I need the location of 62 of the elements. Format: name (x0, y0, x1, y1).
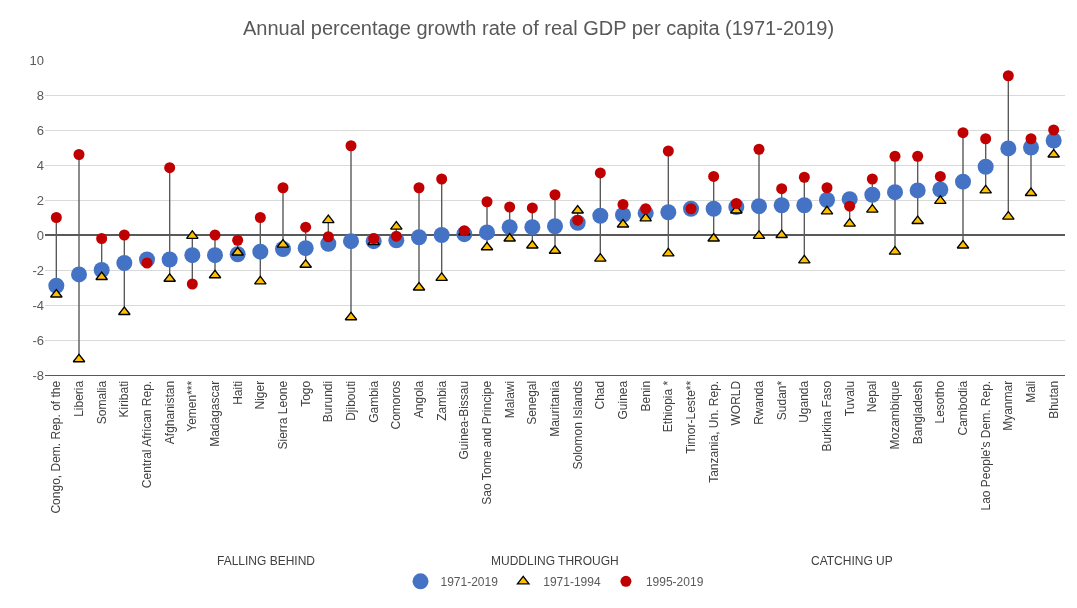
x-tick-label: Benin (638, 380, 653, 412)
x-tick-label: Comoros (389, 380, 404, 430)
x-tick-label: Togo (298, 380, 313, 407)
x-tick-label: Bangladesh (910, 380, 925, 445)
x-tick-label: Liberia (71, 380, 86, 417)
x-tick-label: WORLD (729, 380, 744, 426)
x-tick-label: Bhutan (1046, 380, 1061, 419)
legend-label: 1971-1994 (543, 575, 601, 590)
x-tick-label: Madagascar (207, 380, 222, 447)
legend-label: 1995-2019 (645, 575, 704, 590)
y-tick-label: 2 (36, 192, 44, 208)
x-tick-label: Lao People's Dem. Rep. (978, 380, 993, 511)
x-tick-label: Cambodia (955, 380, 970, 436)
x-tick-label: Nepal (865, 380, 880, 413)
y-tick-label: 10 (29, 52, 44, 68)
x-tick-label: Mauritania (547, 380, 562, 437)
x-tick-label: Somalia (94, 380, 109, 425)
x-tick-label: Mali (1023, 380, 1038, 403)
text: CATCHING UP (811, 554, 893, 568)
x-tick-label: Central African Rep. (139, 380, 154, 489)
x-tick-label: Gambia (366, 380, 381, 423)
x-tick-label: Angola (411, 380, 426, 419)
x-tick-label: Sierra Leone (275, 380, 290, 450)
chart-title: Annual percentage growth rate of real GDP per capita (1971-2019) (242, 17, 835, 40)
text: MUDDLING THROUGH (491, 554, 619, 568)
x-tick-label: Uganda (797, 380, 812, 423)
x-tick-label: Yemen*** (185, 380, 200, 432)
y-tick-label: -8 (32, 367, 44, 383)
x-tick-label: Mozambique (887, 380, 902, 450)
x-tick-label: Zambia (434, 380, 449, 421)
y-tick-label: 6 (36, 122, 44, 138)
x-tick-label: Congo, Dem. Rep. of the (49, 380, 64, 514)
x-tick-label: Lesotho (933, 380, 948, 424)
y-tick-label: -4 (32, 297, 44, 313)
x-tick-label: Burundi (321, 380, 336, 423)
y-tick-label: -6 (32, 332, 44, 348)
y-tick-label: -2 (32, 262, 44, 278)
x-tick-label: Burkina Faso (819, 380, 834, 452)
y-tick-label: 4 (36, 157, 44, 173)
x-tick-label: Kiribati (117, 380, 132, 418)
x-tick-label: Sudan* (774, 380, 789, 421)
x-tick-label: Chad (593, 380, 608, 410)
x-tick-label: Guinea (615, 380, 630, 420)
y-tick-label: 8 (36, 87, 44, 103)
x-tick-label: Ethiopia * (661, 380, 676, 433)
x-tick-label: Rwanda (751, 380, 766, 425)
text: FALLING BEHIND (217, 554, 316, 568)
x-tick-label: Solomon Islands (570, 380, 585, 470)
x-tick-label: Timor-Leste** (683, 380, 698, 454)
y-tick-label: 0 (36, 227, 44, 243)
x-tick-label: Tuvalu (842, 380, 857, 417)
x-tick-label: Haiti (230, 380, 245, 405)
x-tick-label: Myanmar (1001, 380, 1016, 431)
x-tick-label: Senegal (525, 380, 540, 425)
x-tick-label: Tanzania, Un. Rep. (706, 380, 721, 483)
x-tick-label: Afghanistan (162, 380, 177, 445)
x-tick-label: Djibouti (343, 380, 358, 421)
x-tick-label: Malawi (502, 380, 517, 419)
x-tick-label: Sao Tome and Principe (479, 380, 494, 505)
x-tick-label: Niger (253, 380, 268, 410)
legend-label: 1971-2019 (440, 575, 499, 590)
x-tick-label: Guinea-Bissau (457, 380, 472, 460)
